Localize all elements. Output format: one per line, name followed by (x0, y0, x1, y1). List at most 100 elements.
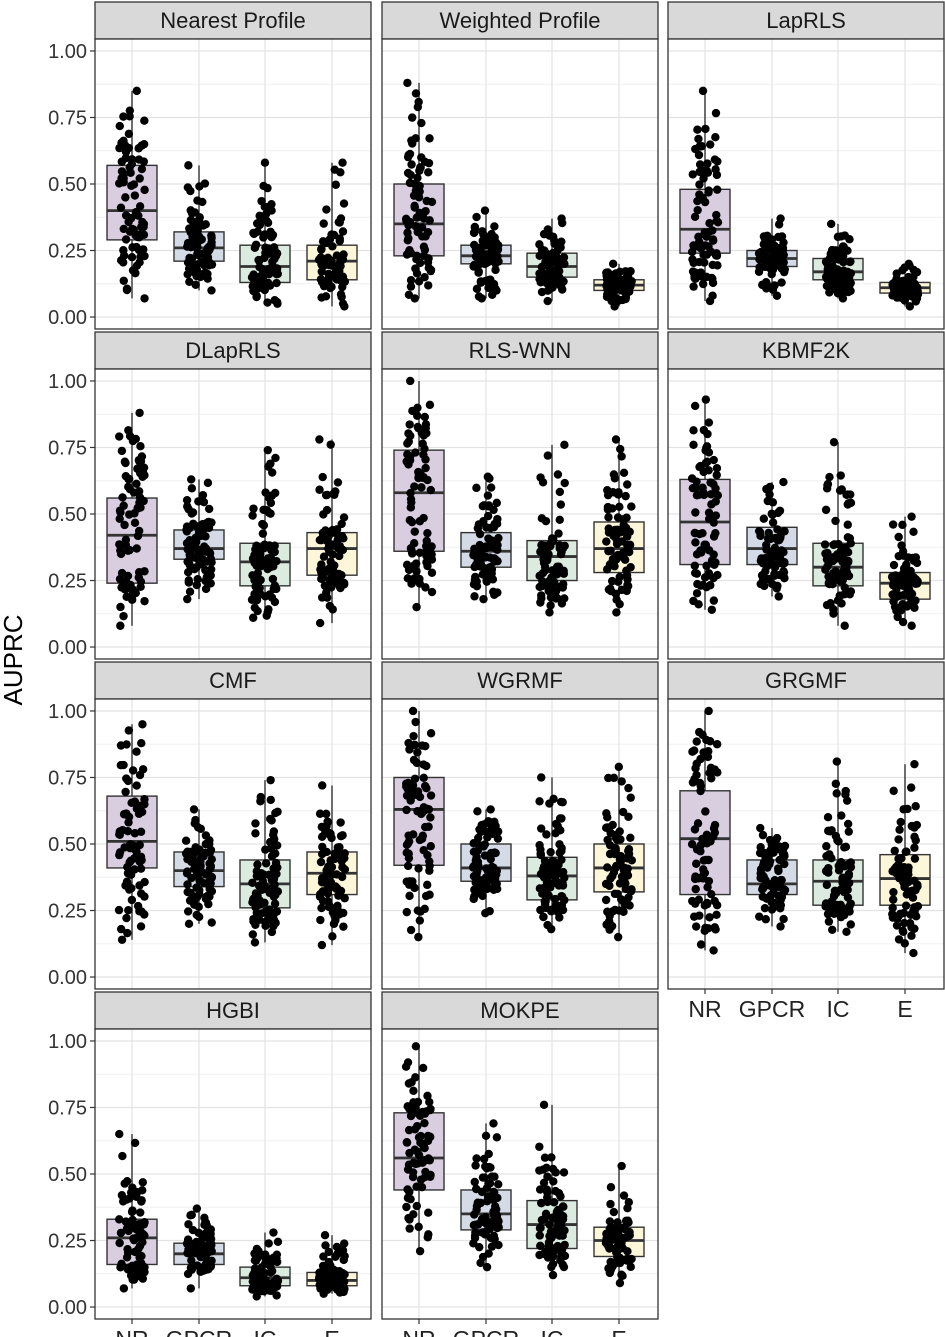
data-point (406, 488, 415, 498)
panel-border (667, 368, 945, 660)
panel-mokpe: MOKPE NR GPCR IC E (381, 991, 659, 1337)
data-point (127, 253, 137, 262)
data-point (479, 594, 488, 604)
data-point (137, 164, 147, 174)
data-point (699, 174, 708, 183)
data-point (624, 783, 633, 793)
data-point (612, 835, 622, 844)
data-point (248, 613, 258, 622)
data-point (698, 483, 707, 492)
data-point (259, 521, 269, 530)
data-point (894, 532, 903, 542)
data-point (605, 560, 615, 569)
data-point (192, 910, 201, 920)
data-point (821, 549, 830, 558)
data-point (761, 540, 771, 550)
data-point (119, 112, 128, 121)
data-point (713, 218, 723, 227)
data-point (484, 817, 493, 826)
data-point (412, 269, 422, 278)
data-point (199, 497, 209, 507)
data-point (713, 261, 722, 270)
panel-title: Nearest Profile (160, 8, 306, 33)
data-point (117, 583, 126, 592)
data-point (267, 927, 277, 937)
data-point (259, 1282, 269, 1292)
data-point (192, 563, 201, 572)
data-point (127, 895, 137, 905)
data-point (321, 292, 331, 301)
data-point (613, 513, 623, 522)
data-point (555, 515, 564, 525)
data-point (690, 825, 700, 834)
data-point (492, 1211, 502, 1220)
data-point (251, 829, 260, 838)
panel-cmf: CMF 0.00 0.25 0.50 0.75 1.00 (48, 661, 372, 990)
data-point (688, 747, 697, 756)
data-point (551, 1186, 560, 1196)
data-point (833, 265, 842, 274)
data-point (123, 879, 132, 888)
data-point (410, 740, 419, 750)
data-point (542, 1185, 552, 1194)
data-point (486, 248, 495, 258)
data-point (332, 1242, 342, 1252)
data-point (318, 1281, 327, 1291)
data-point (558, 881, 568, 890)
data-point (474, 292, 484, 301)
data-point (888, 903, 897, 913)
data-point (329, 566, 338, 576)
data-point (191, 280, 200, 289)
data-point (126, 870, 136, 879)
data-point (705, 218, 714, 228)
data-point (270, 547, 279, 557)
data-point (410, 574, 419, 583)
data-point (269, 584, 278, 594)
data-point (474, 883, 484, 892)
data-point (338, 299, 348, 308)
data-point (258, 1275, 268, 1285)
data-point (184, 1220, 193, 1229)
data-point (273, 1237, 283, 1246)
data-point (910, 854, 920, 863)
data-point (895, 289, 904, 299)
data-point (706, 478, 715, 487)
data-point (485, 474, 494, 483)
data-point (771, 248, 780, 257)
data-point (134, 568, 144, 577)
points-gpcr (183, 161, 217, 295)
data-point (834, 539, 843, 549)
data-point (699, 865, 708, 874)
data-point (698, 834, 707, 844)
data-point (207, 918, 216, 927)
data-point (763, 863, 772, 872)
data-point (266, 553, 275, 563)
data-point (327, 870, 337, 879)
data-point (535, 797, 544, 806)
data-point (776, 922, 785, 931)
data-point (890, 602, 900, 612)
x-tick-label: NR (688, 996, 721, 1022)
data-point (541, 903, 551, 913)
data-point (115, 1129, 124, 1139)
box-ic (526, 773, 578, 934)
data-point (479, 516, 488, 526)
data-point (623, 277, 632, 287)
data-point (320, 581, 330, 590)
data-point (416, 1131, 426, 1141)
data-point (474, 268, 483, 277)
data-point (130, 518, 140, 528)
data-point (704, 508, 714, 517)
data-point (703, 159, 712, 168)
data-point (272, 1291, 281, 1300)
data-point (690, 774, 699, 784)
data-point (131, 1273, 140, 1282)
data-point (555, 487, 565, 497)
data-point (535, 1142, 544, 1151)
data-point (427, 197, 437, 207)
data-point (482, 827, 491, 836)
data-point (560, 440, 569, 450)
data-point (191, 533, 200, 542)
data-point (623, 480, 632, 489)
data-point (203, 478, 213, 488)
